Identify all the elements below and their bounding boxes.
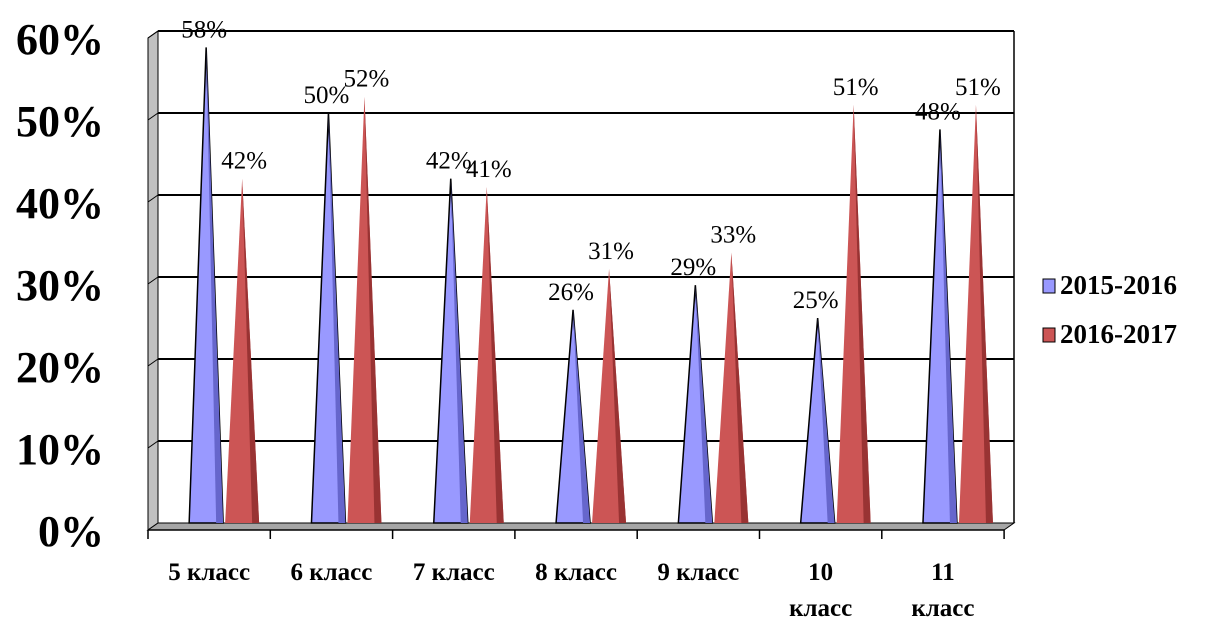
x-tick-label: 5 класс [168, 559, 250, 586]
x-tick-label: 10 класс [789, 559, 852, 617]
x-tick-label: 9 класс [657, 559, 739, 586]
cone-bar-shade [695, 285, 713, 523]
bars [188, 47, 993, 524]
data-label: 26% [548, 279, 594, 306]
legend-swatch [1042, 327, 1056, 343]
data-label: 33% [710, 221, 756, 248]
cone-bar-shade [817, 318, 835, 523]
data-label: 52% [344, 66, 390, 93]
data-label: 41% [466, 156, 512, 183]
grid-line-side [147, 112, 159, 121]
cone-bar-shade [573, 309, 591, 523]
y-tick-label: 10% [16, 425, 104, 474]
legend-swatch [1042, 278, 1056, 294]
grid-line-side [147, 358, 159, 367]
y-tick-label: 30% [16, 261, 104, 310]
y-tick-label: 0% [38, 507, 104, 556]
cone-bar-shade [450, 178, 468, 523]
floor [146, 522, 1016, 531]
data-label: 51% [955, 74, 1001, 101]
data-label: 25% [793, 287, 839, 314]
data-label: 58% [181, 16, 227, 43]
grid-line-side [147, 30, 159, 39]
grid-line-side [147, 194, 159, 203]
grid-lines [147, 30, 1014, 449]
x-tick-label: 7 класс [413, 559, 495, 586]
x-tick-label: 8 класс [535, 559, 617, 586]
cone-bar-shade [206, 47, 224, 524]
data-label: 51% [833, 74, 879, 101]
data-label: 48% [915, 98, 961, 125]
data-label: 42% [221, 148, 267, 175]
data-label: 42% [426, 148, 472, 175]
cone-bar-shade [731, 252, 749, 523]
cone-bar-shade [609, 268, 627, 523]
x-axis: 5 класс 6 класс 7 класс 8 класс 9 класс 10 кла… [147, 529, 1005, 617]
cone-bar-shade [364, 96, 382, 523]
data-label: 31% [588, 238, 634, 265]
y-axis-ticks: 0% 10% 20% 30% 40% 50% 60% [16, 15, 104, 556]
grid-line-side [147, 440, 159, 449]
cone-bar-shade [486, 186, 504, 524]
data-labels: 58%42%50%52%42%41%26%31%29%33%25%51%48%5… [181, 16, 1001, 314]
legend-label: 2016-2017 [1060, 319, 1177, 349]
y-tick-label: 40% [16, 179, 104, 228]
cone-bar-shade [328, 113, 346, 523]
y-tick-label: 50% [16, 97, 104, 146]
legend: 2015-2016 2016-2017 [1042, 270, 1177, 349]
x-tick-label: 6 класс [291, 559, 373, 586]
cone-bar-shade [975, 104, 993, 524]
grid-line-side [147, 276, 159, 285]
data-label: 50% [304, 82, 350, 109]
cone-bar-shade [242, 178, 260, 523]
cone-bar-shade [939, 129, 957, 523]
cone-bar-shade [853, 104, 871, 524]
legend-label: 2015-2016 [1060, 270, 1177, 300]
y-tick-label: 60% [16, 15, 104, 64]
data-label: 29% [670, 254, 716, 281]
y-tick-label: 20% [16, 343, 104, 392]
x-tick-label: 11 класс [911, 559, 974, 617]
